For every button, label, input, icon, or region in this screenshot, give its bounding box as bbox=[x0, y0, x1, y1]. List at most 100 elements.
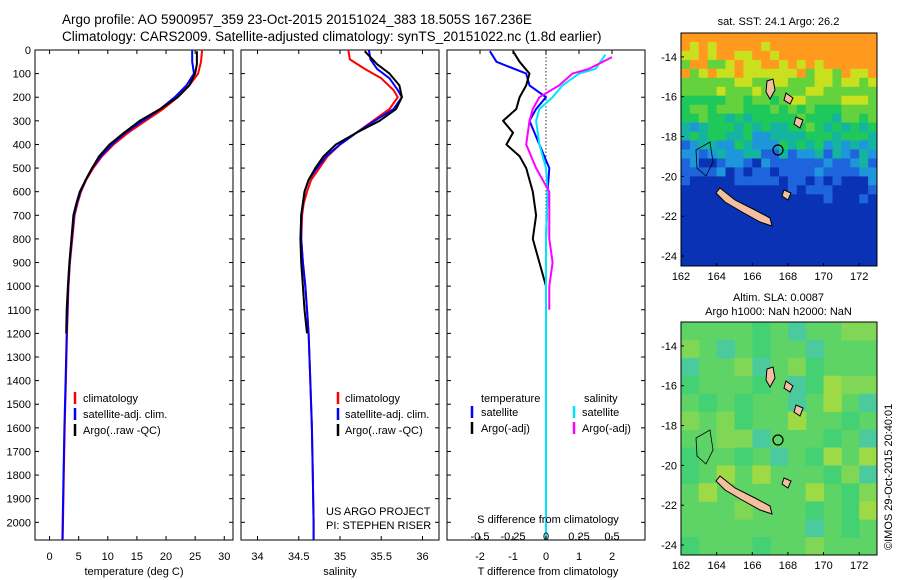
s-tick-label: 0 bbox=[543, 531, 549, 543]
sst-cell bbox=[707, 167, 718, 177]
sst-cell bbox=[716, 104, 726, 115]
sst-cell bbox=[743, 42, 753, 52]
sst-cell bbox=[841, 167, 851, 177]
sst-cell bbox=[752, 158, 762, 168]
sst-cell bbox=[698, 59, 709, 70]
sst-cell bbox=[761, 95, 771, 106]
sst-cell bbox=[761, 59, 771, 70]
sst-cell bbox=[850, 59, 860, 70]
sst-cell bbox=[681, 203, 691, 213]
sst-cell bbox=[832, 212, 842, 222]
sst-cell bbox=[859, 185, 869, 195]
sst-cell bbox=[787, 131, 798, 142]
sst-cell bbox=[707, 140, 718, 150]
sst-cell bbox=[814, 230, 824, 240]
sst-cell bbox=[787, 42, 798, 52]
sst-cell bbox=[832, 140, 842, 150]
sst-cell bbox=[868, 42, 877, 52]
sst-cell bbox=[743, 59, 753, 70]
sst-cell bbox=[779, 33, 789, 43]
sst-cell bbox=[841, 158, 851, 168]
sst-cell bbox=[841, 230, 851, 240]
sst-cell bbox=[787, 230, 798, 240]
sst-cell bbox=[814, 203, 824, 213]
sst-cell bbox=[850, 212, 860, 222]
sst-cell bbox=[859, 203, 869, 213]
sst-cell bbox=[761, 33, 771, 43]
salinity-panel: 34 34.5 35 35.5 36 climatology satellite-adj… bbox=[240, 49, 440, 578]
sla-cell bbox=[823, 429, 842, 448]
sst-cell bbox=[796, 221, 807, 231]
sst-cell bbox=[743, 131, 753, 142]
sst-cell bbox=[805, 239, 816, 249]
sst-cell bbox=[707, 257, 718, 266]
sst-cell bbox=[725, 149, 735, 159]
sst-cell bbox=[823, 122, 833, 133]
sla-cell bbox=[787, 411, 807, 430]
sst-cell bbox=[761, 68, 771, 79]
sst-cell bbox=[681, 33, 691, 43]
sst-cell bbox=[725, 50, 735, 61]
sst-cell bbox=[770, 230, 780, 240]
sst-cell bbox=[868, 77, 877, 88]
sst-cell bbox=[752, 221, 762, 231]
sst-cell bbox=[725, 68, 735, 79]
sst-cell bbox=[868, 221, 877, 231]
sla-cell bbox=[787, 357, 807, 377]
sst-cell bbox=[805, 68, 816, 79]
x-tick-label: 0 bbox=[543, 551, 549, 563]
sst-cell bbox=[725, 203, 735, 213]
sst-cell bbox=[787, 257, 798, 266]
sst-cell bbox=[814, 212, 824, 222]
sst-cell bbox=[689, 185, 700, 195]
sst-cell bbox=[814, 239, 824, 249]
sst-cell bbox=[805, 33, 816, 43]
sst-cell bbox=[770, 212, 780, 222]
sst-cell bbox=[689, 113, 700, 124]
sst-cell bbox=[698, 248, 709, 258]
map-y-tick-label: -18 bbox=[661, 421, 677, 433]
sla-map-ticks: 162 164 166 168 170 172 -14 -16 -18 -20 -22 -24 bbox=[661, 341, 868, 572]
sst-cell bbox=[832, 203, 842, 213]
sst-cell bbox=[787, 194, 798, 204]
sst-cell bbox=[796, 212, 807, 222]
sla-map-panel: 162 164 166 168 170 172 -14 -16 -18 -20 -22 -24 bbox=[661, 321, 878, 572]
salinity-axes-frame bbox=[240, 49, 440, 541]
sst-cell bbox=[716, 50, 726, 61]
sla-cell bbox=[698, 393, 718, 413]
sst-cell bbox=[779, 104, 789, 115]
sst-cell bbox=[698, 212, 709, 222]
sst-cell bbox=[850, 221, 860, 231]
sst-cell bbox=[841, 239, 851, 249]
sst-cell bbox=[761, 194, 771, 204]
sst-cell bbox=[814, 113, 824, 124]
sst-cell bbox=[841, 68, 851, 79]
sst-cell bbox=[761, 257, 771, 266]
y-tick-label: 500 bbox=[13, 163, 31, 175]
sst-cell bbox=[743, 257, 753, 266]
sst-cell bbox=[743, 248, 753, 258]
sst-cell bbox=[850, 176, 860, 186]
sst-cell bbox=[734, 176, 744, 186]
sla-cell bbox=[805, 447, 824, 466]
sst-cell bbox=[743, 221, 753, 231]
sst-cell bbox=[681, 212, 691, 222]
sst-cell bbox=[850, 194, 860, 204]
x-tick-label: 1 bbox=[576, 551, 582, 563]
x-tick-label: 15 bbox=[131, 551, 143, 563]
sst-cell bbox=[859, 131, 869, 142]
s-tick-label: -0.5 bbox=[471, 531, 490, 543]
sst-cell bbox=[681, 95, 691, 106]
sst-map-frame bbox=[680, 32, 878, 267]
map-y-tick-label: -20 bbox=[661, 171, 677, 183]
sst-cell bbox=[725, 122, 735, 133]
sst-cell bbox=[832, 86, 842, 97]
sst-cell bbox=[841, 104, 851, 115]
sst-cell bbox=[850, 140, 860, 150]
sst-cell bbox=[770, 59, 780, 70]
sst-cell bbox=[850, 86, 860, 97]
sst-cell bbox=[725, 86, 735, 97]
sst-cell bbox=[681, 50, 691, 61]
sst-cell bbox=[761, 104, 771, 115]
